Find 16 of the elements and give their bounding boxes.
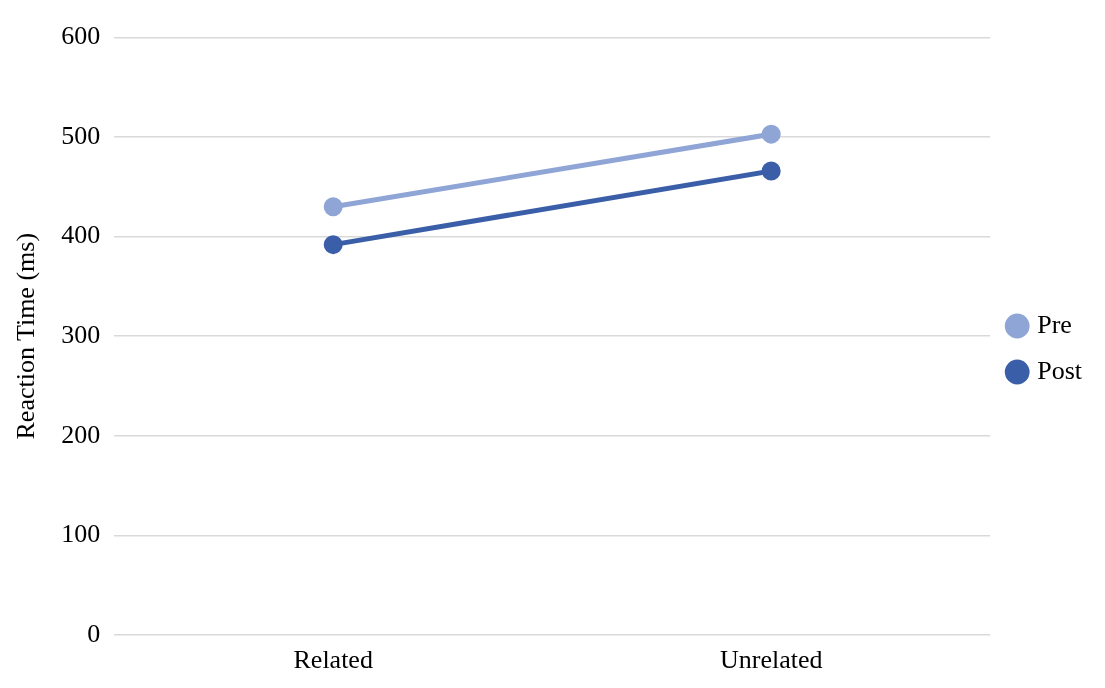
point xyxy=(323,235,343,255)
point xyxy=(761,161,781,181)
y-tick-label: 100 xyxy=(61,519,101,549)
point xyxy=(761,124,781,144)
x-tick-label: Unrelated xyxy=(719,645,823,675)
legend-label: Pre xyxy=(1037,309,1072,339)
y-tick-label: 0 xyxy=(87,618,101,648)
y-tick-label: 600 xyxy=(61,21,101,51)
y-axis-title: Reaction Time (ms) xyxy=(11,232,41,440)
point xyxy=(323,197,343,217)
y-tick-label: 500 xyxy=(61,120,101,150)
x-tick-label: Related xyxy=(293,645,373,675)
y-tick-label: 200 xyxy=(61,419,101,449)
y-tick-label: 400 xyxy=(61,220,101,250)
legend-label: Post xyxy=(1037,355,1083,385)
y-tick-label: 300 xyxy=(61,320,101,350)
